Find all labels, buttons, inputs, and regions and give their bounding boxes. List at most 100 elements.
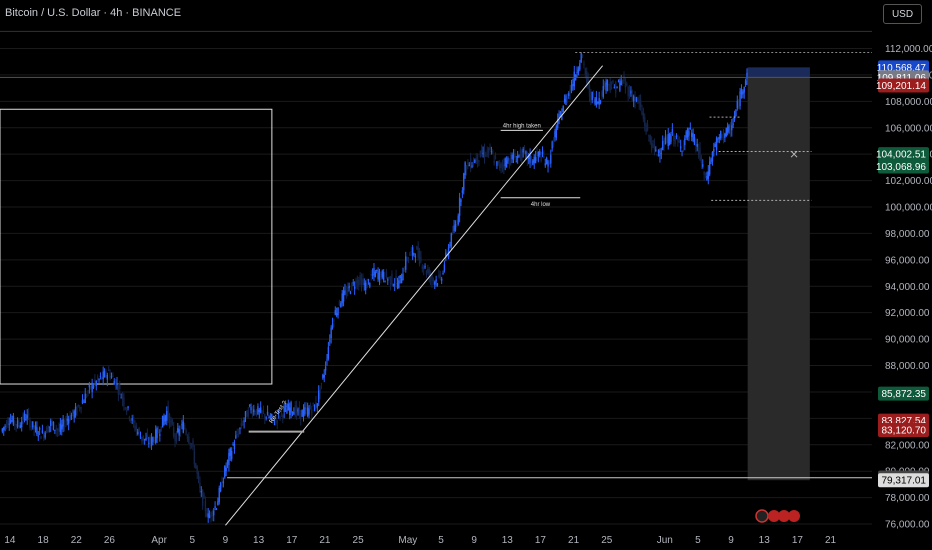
candle-body	[333, 319, 335, 322]
candle-body	[389, 276, 392, 285]
price-tag	[878, 386, 929, 401]
candle-body	[103, 371, 106, 378]
candle-body	[225, 467, 227, 472]
candle-body	[330, 327, 332, 339]
candle-body	[468, 164, 470, 167]
candle-body	[603, 82, 606, 87]
candle-body	[73, 410, 75, 418]
candle-body	[309, 404, 312, 410]
candle-body	[655, 149, 657, 151]
candle-body	[572, 84, 574, 87]
candle-body	[91, 382, 93, 392]
candle-body	[595, 97, 598, 105]
candle-body	[242, 423, 244, 426]
candle-body	[649, 135, 651, 143]
candle-body	[467, 162, 469, 165]
price-tag-label: 109,201.14	[876, 81, 926, 92]
candle-body	[294, 405, 296, 417]
candle-body	[557, 119, 559, 128]
candle-body	[460, 199, 462, 203]
candle-body	[688, 131, 690, 136]
candle-body	[218, 487, 220, 502]
candle-body	[90, 386, 92, 389]
candle-body	[631, 94, 634, 101]
candle-body	[222, 481, 225, 484]
candle-body	[414, 256, 417, 258]
candle-body	[523, 149, 526, 151]
candle-body	[51, 421, 53, 424]
candle-body	[565, 95, 567, 105]
candle-body	[494, 157, 497, 159]
candle-body	[101, 377, 103, 380]
candle-body	[154, 429, 157, 443]
candle-body	[378, 270, 381, 281]
candle-body	[461, 190, 464, 193]
candle-body	[529, 154, 531, 163]
candle-body	[704, 173, 707, 175]
candle-body	[186, 435, 189, 439]
candle-body	[308, 408, 310, 415]
candle-body	[366, 283, 368, 288]
candle-body	[237, 434, 240, 436]
low-label: 4hr low	[531, 202, 551, 208]
x-tick-label: 21	[319, 535, 331, 546]
candle-body	[703, 171, 705, 175]
candle-body	[637, 97, 639, 103]
candle-body	[110, 376, 113, 378]
candle-body	[217, 501, 219, 506]
candle-body	[620, 80, 622, 86]
candle-body	[197, 473, 200, 479]
candle-body	[153, 440, 156, 442]
candle-body	[80, 407, 82, 409]
candle-body	[619, 82, 621, 91]
candle-body	[659, 154, 661, 157]
candle-body	[244, 411, 247, 417]
candle-body	[298, 407, 301, 416]
candle-body	[280, 410, 283, 413]
candle-body	[504, 158, 506, 167]
candle-body	[667, 134, 669, 147]
price-tag-label: 104,002.51	[876, 150, 926, 161]
candle-body	[558, 114, 560, 119]
candle-body	[167, 406, 169, 419]
candle-body	[417, 247, 419, 258]
candle-body	[8, 423, 10, 425]
candle-body	[159, 434, 161, 436]
x-tick-label: 9	[471, 535, 477, 546]
candle-body	[540, 156, 542, 162]
candle-body	[373, 267, 375, 275]
candle-body	[392, 284, 395, 286]
candle-body	[370, 273, 372, 276]
candle-body	[139, 436, 142, 439]
candle-body	[503, 164, 505, 168]
candle-body	[539, 151, 541, 156]
candle-body	[207, 513, 209, 518]
y-tick-label: 82,000.00	[885, 440, 930, 451]
candle-body	[713, 148, 715, 152]
candle-body	[334, 310, 336, 315]
candle-body	[581, 55, 584, 57]
candle-body	[233, 443, 236, 450]
candle-body	[492, 150, 494, 155]
candle-body	[498, 164, 501, 169]
candle-body	[239, 427, 241, 430]
x-tick-label: 13	[759, 535, 771, 546]
candle-body	[616, 87, 618, 89]
candle-body	[729, 128, 732, 136]
candle-body	[276, 420, 278, 424]
candle-body	[246, 410, 248, 418]
candle-body	[584, 68, 587, 75]
candle-body	[254, 412, 256, 414]
y-tick-label: 92,000.00	[885, 308, 930, 319]
candle-body	[123, 397, 125, 407]
candle-body	[677, 138, 679, 142]
candle-body	[573, 71, 575, 87]
currency-button[interactable]: USD	[883, 4, 922, 24]
logo-mark	[768, 510, 780, 522]
candle-body	[590, 91, 592, 102]
candle-body	[34, 425, 37, 430]
candle-body	[627, 86, 629, 97]
candle-body	[215, 508, 218, 510]
candle-body	[376, 270, 378, 272]
